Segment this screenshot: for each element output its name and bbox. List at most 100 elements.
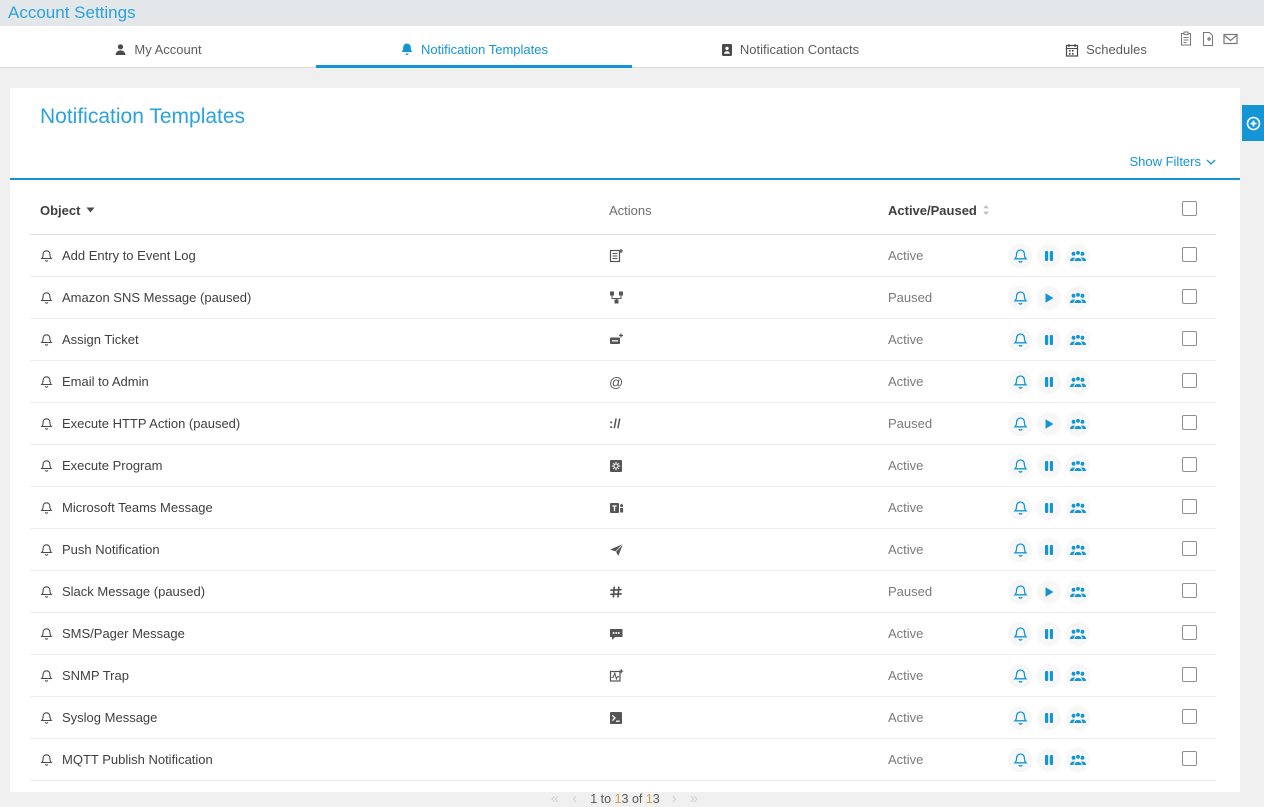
resume-button[interactable]: [1037, 286, 1061, 310]
test-notification-button[interactable]: [1008, 706, 1032, 730]
bell-outline-blue-icon: [1013, 332, 1028, 348]
used-by-button[interactable]: [1066, 538, 1090, 562]
used-by-button[interactable]: [1066, 244, 1090, 268]
test-notification-button[interactable]: [1008, 622, 1032, 646]
test-notification-button[interactable]: [1008, 328, 1032, 352]
pause-icon: [1043, 753, 1055, 767]
pause-icon: [1043, 669, 1055, 683]
tab-notification-contacts[interactable]: Notification Contacts: [632, 26, 948, 67]
envelope-icon[interactable]: [1223, 33, 1238, 45]
used-by-button[interactable]: [1066, 286, 1090, 310]
first-page-button[interactable]: «: [551, 790, 560, 807]
pause-button[interactable]: [1037, 622, 1061, 646]
pause-button[interactable]: [1037, 370, 1061, 394]
template-name-link[interactable]: MQTT Publish Notification: [62, 752, 213, 767]
clipboard-icon[interactable]: [1179, 31, 1193, 47]
file-add-icon[interactable]: [1201, 31, 1215, 47]
templates-table: Object Actions Active/Paused Add Entry t…: [30, 186, 1216, 781]
used-by-button[interactable]: [1066, 328, 1090, 352]
table-row: Execute HTTP Action (paused) :// Paused: [30, 403, 1216, 445]
pagination-text: 1 to 13 of 13: [590, 792, 660, 806]
show-filters-label: Show Filters: [1129, 154, 1201, 169]
test-notification-button[interactable]: [1008, 748, 1032, 772]
used-by-button[interactable]: [1066, 748, 1090, 772]
tab-my-account[interactable]: My Account: [0, 26, 316, 67]
template-name-link[interactable]: Slack Message (paused): [62, 584, 205, 599]
pause-button[interactable]: [1037, 706, 1061, 730]
template-name-link[interactable]: SNMP Trap: [62, 668, 129, 683]
bell-outline-icon: [40, 543, 53, 557]
template-name-link[interactable]: SMS/Pager Message: [62, 626, 185, 641]
pause-button[interactable]: [1037, 538, 1061, 562]
pause-button[interactable]: [1037, 496, 1061, 520]
test-notification-button[interactable]: [1008, 664, 1032, 688]
row-checkbox[interactable]: [1182, 331, 1197, 346]
event-log-icon: [609, 248, 624, 263]
status-text: Paused: [888, 416, 1008, 431]
page-title: Account Settings: [0, 3, 136, 23]
next-page-button[interactable]: ›: [672, 790, 678, 807]
show-filters-link[interactable]: Show Filters: [1129, 154, 1216, 169]
row-checkbox[interactable]: [1182, 625, 1197, 640]
test-notification-button[interactable]: [1008, 580, 1032, 604]
page-background: Notification Templates Show Filters Obje…: [0, 68, 1264, 792]
used-by-button[interactable]: [1066, 664, 1090, 688]
add-template-button[interactable]: [1242, 105, 1264, 141]
users-icon: [1069, 459, 1087, 473]
select-all-checkbox[interactable]: [1182, 201, 1197, 216]
tab-notification-templates[interactable]: Notification Templates: [316, 26, 632, 67]
row-checkbox[interactable]: [1182, 373, 1197, 388]
row-checkbox[interactable]: [1182, 457, 1197, 472]
row-checkbox[interactable]: [1182, 499, 1197, 514]
row-checkbox[interactable]: [1182, 667, 1197, 682]
template-name-link[interactable]: Execute Program: [62, 458, 162, 473]
pause-button[interactable]: [1037, 244, 1061, 268]
row-checkbox[interactable]: [1182, 289, 1197, 304]
template-name-link[interactable]: Email to Admin: [62, 374, 149, 389]
test-notification-button[interactable]: [1008, 496, 1032, 520]
test-notification-button[interactable]: [1008, 412, 1032, 436]
row-checkbox[interactable]: [1182, 541, 1197, 556]
test-notification-button[interactable]: [1008, 370, 1032, 394]
test-notification-button[interactable]: [1008, 244, 1032, 268]
sort-updown-icon: [982, 204, 990, 216]
row-checkbox[interactable]: [1182, 247, 1197, 262]
prev-page-button[interactable]: ‹: [572, 790, 578, 807]
row-checkbox[interactable]: [1182, 709, 1197, 724]
bell-outline-icon: [40, 711, 53, 725]
column-header-status[interactable]: Active/Paused: [888, 203, 1008, 218]
test-notification-button[interactable]: [1008, 454, 1032, 478]
row-checkbox[interactable]: [1182, 751, 1197, 766]
column-label: Actions: [609, 203, 652, 218]
row-checkbox[interactable]: [1182, 583, 1197, 598]
template-name-link[interactable]: Microsoft Teams Message: [62, 500, 213, 515]
used-by-button[interactable]: [1066, 580, 1090, 604]
pause-button[interactable]: [1037, 454, 1061, 478]
column-header-object[interactable]: Object: [30, 203, 597, 218]
last-page-button[interactable]: »: [690, 790, 699, 807]
used-by-button[interactable]: [1066, 370, 1090, 394]
pause-button[interactable]: [1037, 328, 1061, 352]
template-name-link[interactable]: Add Entry to Event Log: [62, 248, 196, 263]
used-by-button[interactable]: [1066, 706, 1090, 730]
resume-button[interactable]: [1037, 412, 1061, 436]
table-header-row: Object Actions Active/Paused: [30, 186, 1216, 235]
template-name-link[interactable]: Assign Ticket: [62, 332, 139, 347]
resume-button[interactable]: [1037, 580, 1061, 604]
bell-solid-icon: [400, 42, 414, 57]
template-name-link[interactable]: Execute HTTP Action (paused): [62, 416, 240, 431]
used-by-button[interactable]: [1066, 412, 1090, 436]
used-by-button[interactable]: [1066, 622, 1090, 646]
test-notification-button[interactable]: [1008, 286, 1032, 310]
table-row: SNMP Trap Active: [30, 655, 1216, 697]
used-by-button[interactable]: [1066, 454, 1090, 478]
pause-button[interactable]: [1037, 748, 1061, 772]
test-notification-button[interactable]: [1008, 538, 1032, 562]
used-by-button[interactable]: [1066, 496, 1090, 520]
pause-button[interactable]: [1037, 664, 1061, 688]
row-checkbox[interactable]: [1182, 415, 1197, 430]
template-name-link[interactable]: Push Notification: [62, 542, 160, 557]
table-row: Push Notification Active: [30, 529, 1216, 571]
template-name-link[interactable]: Syslog Message: [62, 710, 157, 725]
template-name-link[interactable]: Amazon SNS Message (paused): [62, 290, 251, 305]
